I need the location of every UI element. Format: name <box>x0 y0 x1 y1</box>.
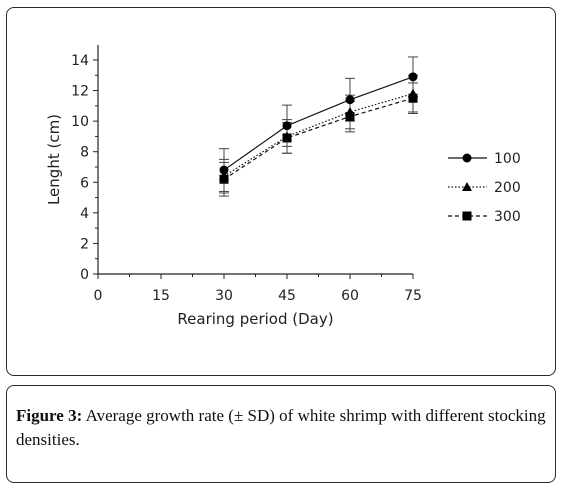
data-point-100 <box>219 165 229 175</box>
data-point-300 <box>345 112 355 122</box>
y-axis-title: Lenght (cm) <box>45 114 63 205</box>
data-point-300 <box>408 93 418 103</box>
x-tick-label: 15 <box>152 288 170 304</box>
series-markers <box>219 72 418 184</box>
x-tick-label: 75 <box>404 288 422 304</box>
y-tick-label: 10 <box>71 114 89 130</box>
x-tick-label: 45 <box>278 288 296 304</box>
y-tick-label: 0 <box>80 267 89 283</box>
caption-frame: Figure 3: Average growth rate (± SD) of … <box>6 385 556 483</box>
series-line-300 <box>223 97 414 180</box>
y-tick-label: 14 <box>71 53 89 69</box>
y-tick-label: 12 <box>71 84 89 100</box>
legend-label-100: 100 <box>494 151 521 167</box>
x-tick-label: 30 <box>215 288 233 304</box>
y-tick-label: 8 <box>80 145 89 161</box>
series-lines <box>223 76 414 180</box>
chart-axes: 0 2 4 6 8 10 12 14 0 15 30 45 60 75 <box>71 45 422 304</box>
legend-marker-200 <box>462 182 472 191</box>
caption-body: Average growth rate (± SD) of white shri… <box>16 406 546 449</box>
series-line-100 <box>223 76 414 171</box>
figure-caption: Figure 3: Average growth rate (± SD) of … <box>16 404 548 452</box>
y-tick-label: 6 <box>80 175 89 191</box>
data-point-300 <box>282 133 292 143</box>
legend-marker-300 <box>462 211 472 221</box>
chart-legend: 100 200 300 <box>448 151 521 225</box>
y-tick-label: 2 <box>80 236 89 252</box>
y-tick-label: 4 <box>80 206 89 222</box>
x-tick-label: 0 <box>94 288 103 304</box>
x-axis-title: Rearing period (Day) <box>177 310 333 328</box>
data-point-100 <box>345 95 355 105</box>
data-point-100 <box>282 121 292 131</box>
legend-label-200: 200 <box>494 180 521 196</box>
data-point-300 <box>219 174 229 184</box>
caption-label: Figure 3: <box>16 406 83 425</box>
legend-label-300: 300 <box>494 209 521 225</box>
growth-line-chart: 0 2 4 6 8 10 12 14 0 15 30 45 60 75 100 200 300 Rearing… <box>45 45 521 328</box>
legend-marker-100 <box>462 153 472 163</box>
x-tick-label: 60 <box>341 288 359 304</box>
error-bars <box>219 56 418 197</box>
data-point-100 <box>408 72 418 82</box>
